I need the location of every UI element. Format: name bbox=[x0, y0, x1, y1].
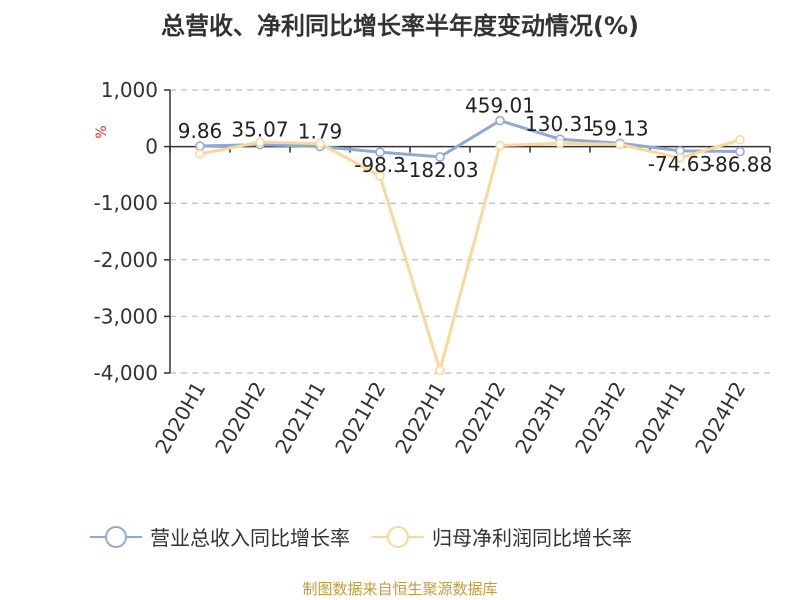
data-label: -182.03 bbox=[401, 158, 478, 182]
data-point bbox=[375, 171, 385, 181]
x-tick-label: 2024H2 bbox=[690, 378, 750, 458]
data-point bbox=[195, 149, 205, 159]
data-point bbox=[675, 153, 685, 163]
data-point bbox=[255, 137, 265, 147]
legend-label-revenue: 营业总收入同比增长率 bbox=[150, 526, 350, 550]
data-label: -98.3 bbox=[354, 153, 406, 177]
data-label: 130.31 bbox=[525, 112, 595, 136]
data-label: -86.88 bbox=[708, 153, 772, 177]
chart-title: 总营收、净利同比增长率半年度变动情况(%) bbox=[161, 12, 639, 40]
y-tick-label: -2,000 bbox=[94, 248, 158, 272]
series-line-1 bbox=[199, 138, 741, 372]
data-point bbox=[375, 147, 385, 157]
y-tick-label: 0 bbox=[145, 135, 158, 159]
data-point bbox=[735, 146, 745, 157]
y-tick-label: -4,000 bbox=[94, 361, 158, 385]
data-point bbox=[555, 138, 565, 148]
data-label: 35.07 bbox=[231, 118, 288, 142]
data-point bbox=[495, 140, 505, 151]
x-tick-label: 2023H1 bbox=[510, 378, 570, 458]
legend-swatch-revenue bbox=[90, 525, 142, 548]
y-tick-label: -1,000 bbox=[94, 191, 158, 215]
series-lines bbox=[195, 115, 745, 375]
x-tick-label: 2022H2 bbox=[450, 378, 510, 458]
legend-item-revenue[interactable]: 营业总收入同比增长率 bbox=[90, 522, 350, 551]
source-note: 制图数据来自恒生聚源数据库 bbox=[302, 580, 498, 598]
legend-item-net-profit[interactable]: 归母净利润同比增长率 bbox=[372, 522, 632, 551]
x-tick-label: 2020H2 bbox=[210, 378, 270, 458]
data-point bbox=[195, 141, 205, 151]
x-tick-label: 2021H1 bbox=[270, 378, 330, 458]
data-label: 59.13 bbox=[591, 116, 648, 140]
x-tick-label: 2021H2 bbox=[330, 378, 390, 458]
legend-swatch-net-profit bbox=[372, 525, 424, 548]
data-point bbox=[435, 365, 445, 375]
data-labels: 9.86 35.07 1.79 -98.3-182.03 459.01130.3159.… bbox=[178, 94, 773, 182]
x-tick-label: 2022H1 bbox=[390, 378, 450, 458]
data-label: 1.79 bbox=[298, 119, 343, 143]
data-point bbox=[735, 135, 745, 145]
data-label: 9.86 bbox=[178, 119, 223, 143]
data-label: -74.63 bbox=[648, 152, 712, 176]
data-point bbox=[315, 138, 325, 149]
data-point bbox=[615, 139, 625, 150]
x-tick-label: 2020H1 bbox=[150, 378, 210, 458]
data-point bbox=[495, 115, 505, 126]
y-tick-label: -3,000 bbox=[94, 304, 158, 328]
y-axis-unit-label: % bbox=[94, 125, 110, 138]
x-tick-label: 2024H1 bbox=[630, 378, 690, 458]
data-point bbox=[435, 152, 445, 162]
y-tick-label: 1,000 bbox=[101, 78, 158, 102]
data-label: 459.01 bbox=[465, 94, 535, 118]
x-tick-label: 2023H2 bbox=[570, 378, 630, 458]
series-line-0 bbox=[199, 119, 741, 159]
legend-label-net-profit: 归母净利润同比增长率 bbox=[432, 526, 632, 550]
legend: 营业总收入同比增长率 归母净利润同比增长率 bbox=[90, 522, 654, 551]
